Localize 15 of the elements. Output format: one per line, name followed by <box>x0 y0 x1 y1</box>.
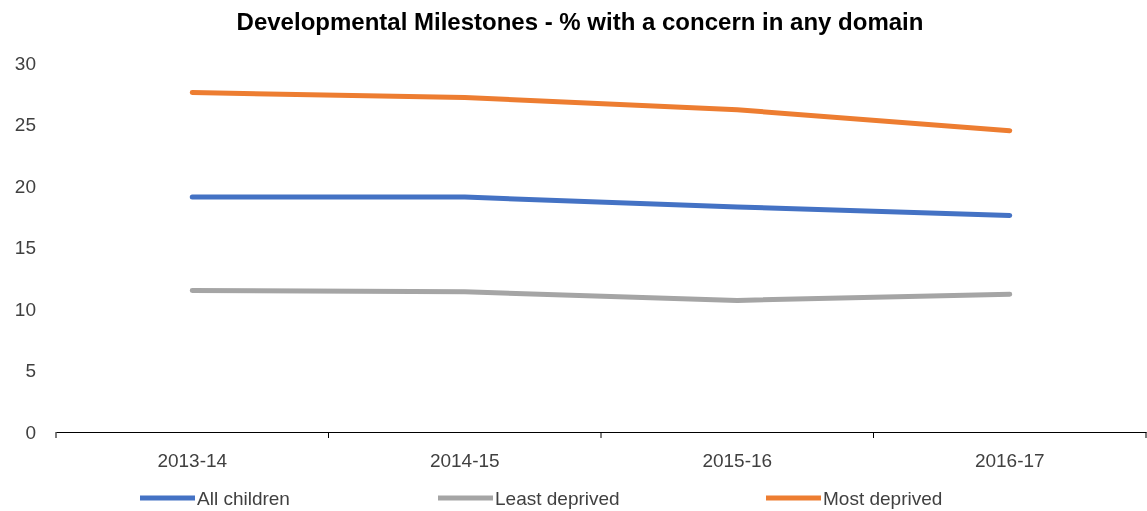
y-tick-label: 15 <box>14 237 36 259</box>
x-tick-label: 2014-15 <box>429 450 500 472</box>
y-tick-label: 5 <box>25 360 36 382</box>
y-tick-label: 0 <box>25 421 36 443</box>
x-tick-label: 2015-16 <box>702 450 773 472</box>
y-tick-label: 30 <box>14 52 36 74</box>
legend-label: All children <box>197 488 290 509</box>
y-tick-label: 20 <box>14 175 36 197</box>
y-tick-label: 25 <box>14 114 36 136</box>
x-tick-label: 2013-14 <box>157 450 228 472</box>
legend-label: Most deprived <box>823 488 943 509</box>
x-tick-label: 2016-17 <box>974 450 1045 472</box>
chart-title: Developmental Milestones - % with a concern in any domain <box>236 8 924 35</box>
y-tick-label: 10 <box>14 298 36 320</box>
legend-label: Least deprived <box>495 488 620 509</box>
